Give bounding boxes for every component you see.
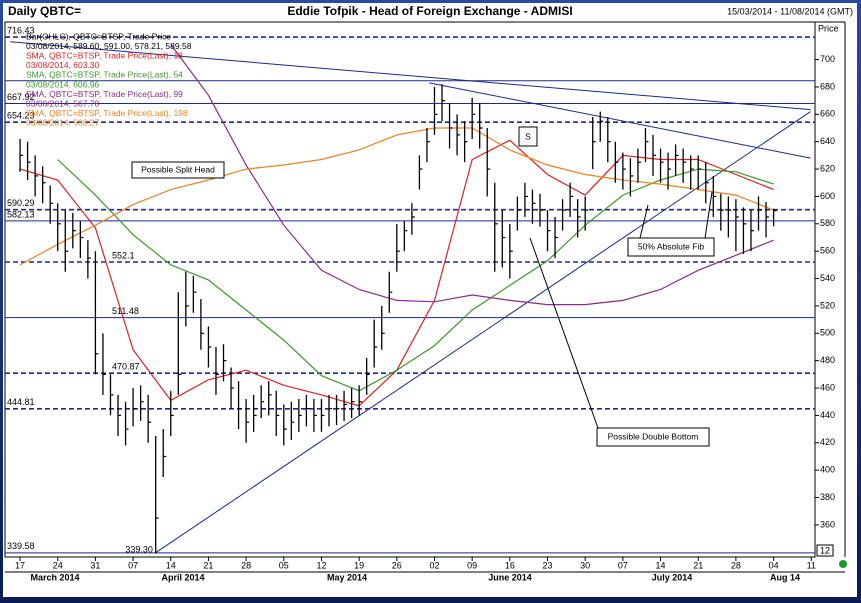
corner-box <box>816 544 834 557</box>
trendline <box>10 41 811 111</box>
ma-line <box>19 127 774 266</box>
legend-entry: 03/08/2014, 606.96 <box>26 79 100 89</box>
y-tick-label: 500 <box>820 328 835 338</box>
y-tick-label: 380 <box>820 492 835 502</box>
y-tick-label: 560 <box>820 246 835 256</box>
y-tick-label: 580 <box>820 218 835 228</box>
legend-entry: SMA, QBTC=BTSP, Trade Price(Last), 99 <box>26 89 183 99</box>
level-label: 339.58 <box>7 541 35 551</box>
y-tick-label: 420 <box>820 437 835 447</box>
level-label: 590.29 <box>7 198 35 208</box>
legend-entry: SMA, QBTC=BTSP, Trade Price(Last), 54 <box>26 70 183 80</box>
x-tick-label: 09 <box>467 560 477 570</box>
ma-line <box>57 159 774 392</box>
x-tick-label: 19 <box>354 560 364 570</box>
month-label: March 2014 <box>30 572 79 582</box>
y-tick-label: 640 <box>820 136 835 146</box>
y-tick-label: 480 <box>820 355 835 365</box>
annotation: Possible Double Bottom <box>608 431 699 441</box>
month-label: June 2014 <box>488 572 532 582</box>
month-label: May 2014 <box>327 572 367 582</box>
y-tick-label: 540 <box>820 273 835 283</box>
x-tick-label: 26 <box>392 560 402 570</box>
trendline <box>429 82 811 159</box>
corner-label: 12 <box>820 545 830 555</box>
annotation-box <box>627 237 715 257</box>
month-label: July 2014 <box>652 572 693 582</box>
level-label: 552.1 <box>112 250 135 260</box>
x-tick-label: 07 <box>128 560 138 570</box>
y-tick-label: 520 <box>820 300 835 310</box>
y-tick-label: 360 <box>820 519 835 529</box>
y-tick-label: 700 <box>820 54 835 64</box>
legend-entry: SMA, QBTC=BTSP, Trade Price(Last), 198 <box>26 108 188 118</box>
month-label: April 2014 <box>161 572 204 582</box>
x-tick-label: 14 <box>656 560 666 570</box>
x-tick-label: 14 <box>166 560 176 570</box>
legend-entry: 03/08/2014, 567.78 <box>26 98 100 108</box>
legend-entry: SMA, QBTC=BTSP, Trade Price(Last), 18 <box>26 50 183 60</box>
annotation-box <box>518 126 538 147</box>
level-label: 582.13 <box>7 209 35 219</box>
subtitle: Eddie Tofpik - Head of Foreign Exchange … <box>287 4 572 18</box>
x-tick-label: 17 <box>15 560 25 570</box>
annotation: Possible Split Head <box>141 164 215 174</box>
trendline-label: 339.30 <box>125 545 153 555</box>
x-tick-label: 16 <box>505 560 515 570</box>
level-label: 716.43 <box>7 25 35 35</box>
level-label: 654.23 <box>7 111 35 121</box>
x-tick-label: 30 <box>580 560 590 570</box>
trendline <box>154 111 811 554</box>
month-label: Aug 14 <box>770 572 800 582</box>
callout-line <box>704 191 713 239</box>
x-tick-label: 11 <box>807 560 816 570</box>
plot-border <box>4 21 816 558</box>
x-tick-label: 24 <box>53 560 63 570</box>
annotation: 50% Absolute Fib <box>638 241 704 251</box>
x-tick-label: 12 <box>316 560 326 570</box>
x-tick-label: 02 <box>429 560 439 570</box>
y-tick-label: 620 <box>820 163 835 173</box>
title: Daily QBTC= <box>8 4 81 18</box>
x-tick-label: 28 <box>241 560 251 570</box>
legend-entry: 03/08/2014, 588.27 <box>26 118 100 128</box>
x-tick-label: 04 <box>769 560 779 570</box>
legend-entry: Bar(OHLC), QBTC=BTSP, Trade Price <box>26 31 171 41</box>
callout-line <box>639 204 649 239</box>
y-tick-label: 600 <box>820 191 835 201</box>
annotation-box <box>596 427 710 447</box>
level-label: 667.92 <box>7 92 35 102</box>
y-axis-label: Price <box>818 23 839 33</box>
y-tick-label: 400 <box>820 465 835 475</box>
y-tick-label: 460 <box>820 382 835 392</box>
level-label: 470.87 <box>112 362 140 372</box>
annotation-box <box>131 161 225 179</box>
y-tick-label: 680 <box>820 81 835 91</box>
legend-entry: 03/08/2014, 603.30 <box>26 60 100 70</box>
callout-line <box>529 237 599 429</box>
y-tick-label: 660 <box>820 109 835 119</box>
ma-line <box>170 44 774 306</box>
x-tick-label: 07 <box>618 560 628 570</box>
x-tick-label: 23 <box>543 560 553 570</box>
date-range: 15/03/2014 - 11/08/2014 (GMT) <box>727 6 853 16</box>
x-tick-label: 21 <box>203 560 213 570</box>
legend-entry: 03/08/2014, 589.60, 591.00, 578.21, 589.… <box>26 41 192 51</box>
x-tick-label: 28 <box>731 560 741 570</box>
status-dot <box>839 560 847 568</box>
level-label: 444.81 <box>7 397 35 407</box>
level-label: 511.48 <box>112 306 139 316</box>
x-tick-label: 21 <box>693 560 703 570</box>
x-tick-label: 31 <box>90 560 100 570</box>
y-tick-label: 440 <box>820 410 835 420</box>
annotation: S <box>525 131 531 141</box>
x-tick-label: 05 <box>279 560 289 570</box>
